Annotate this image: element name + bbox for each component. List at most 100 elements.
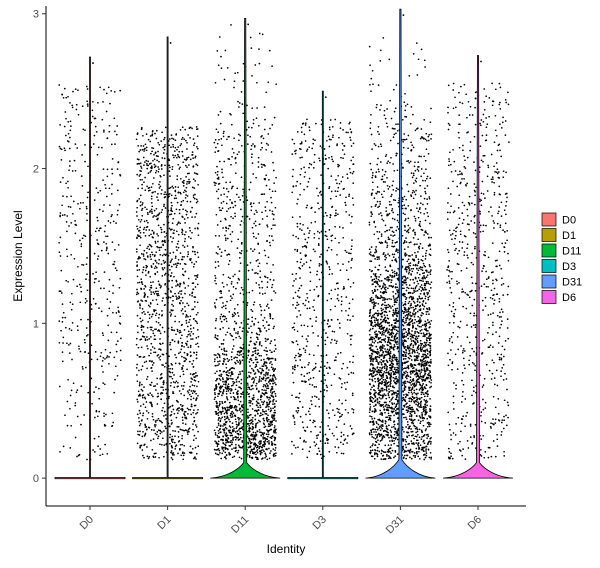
expression-point-D11: [250, 357, 252, 360]
expression-point-D1: [181, 437, 183, 440]
expression-point-D11: [227, 190, 230, 193]
expression-point-D3: [310, 221, 313, 224]
expression-point-D11: [248, 420, 251, 422]
expression-point-D11: [231, 430, 234, 433]
expression-point-D31: [374, 380, 377, 383]
expression-point-D11: [214, 440, 216, 443]
expression-point-D11: [231, 422, 234, 424]
expression-point-D11: [228, 418, 230, 421]
expression-point-D1: [137, 430, 139, 433]
expression-point-D3: [307, 410, 310, 413]
expression-point-D1: [186, 368, 188, 371]
expression-point-D11: [258, 381, 260, 383]
expression-point-D11: [273, 409, 276, 412]
expression-point-D3: [294, 291, 297, 294]
expression-point-D11: [222, 435, 224, 438]
expression-point-D3: [313, 299, 315, 302]
expression-point-D1: [158, 143, 161, 146]
expression-point-D3: [331, 432, 334, 435]
expression-point-D1: [188, 318, 191, 321]
expression-point-D3: [296, 330, 299, 333]
expression-point-D1: [189, 351, 192, 353]
expression-point-D3: [297, 198, 299, 201]
expression-point-D11: [249, 181, 252, 184]
expression-point-D31: [414, 219, 417, 222]
expression-point-D1: [146, 211, 149, 214]
expression-point-D1: [164, 126, 167, 129]
expression-point-D3: [314, 425, 317, 428]
expression-point-D0: [61, 204, 63, 207]
expression-point-D3: [348, 252, 350, 254]
expression-point-D31: [387, 188, 390, 190]
expression-point-D0: [116, 125, 119, 127]
expression-point-D1: [146, 345, 148, 347]
expression-point-D3: [315, 386, 318, 388]
expression-point-D3: [329, 308, 332, 311]
expression-point-D11: [221, 452, 224, 455]
expression-point-D1: [138, 417, 140, 419]
expression-point-D0: [103, 230, 106, 233]
expression-point-D11: [249, 402, 252, 404]
expression-point-D11: [237, 238, 240, 241]
expression-point-D31: [375, 330, 377, 333]
expression-point-D11: [216, 445, 219, 448]
expression-point-D1: [162, 380, 165, 382]
expression-point-D1: [140, 320, 142, 323]
expression-point-D11: [218, 360, 221, 362]
expression-point-D11: [230, 163, 232, 166]
expression-point-D1: [165, 388, 167, 391]
expression-point-D3: [319, 390, 322, 393]
expression-point-D11: [222, 227, 224, 229]
expression-point-D1: [149, 383, 151, 386]
expression-point-D11: [267, 307, 270, 309]
expression-point-D1: [169, 442, 171, 445]
expression-point-D1: [194, 390, 196, 393]
expression-point-D1: [139, 405, 142, 407]
expression-point-D31: [369, 162, 372, 165]
expression-point-D1: [173, 150, 176, 152]
expression-point-D1: [150, 315, 153, 318]
expression-point-D1: [156, 431, 159, 433]
expression-point-D31: [423, 395, 426, 398]
expression-point-D1: [169, 42, 172, 44]
expression-point-D11: [214, 358, 216, 360]
expression-point-D3: [326, 386, 329, 389]
expression-point-D11: [239, 199, 242, 201]
expression-point-D1: [142, 255, 145, 257]
expression-point-D1: [150, 326, 153, 329]
expression-point-D11: [223, 428, 226, 430]
expression-point-D31: [406, 371, 409, 374]
expression-point-D1: [186, 325, 189, 328]
expression-point-D3: [348, 302, 351, 305]
expression-point-D0: [69, 447, 72, 449]
expression-point-D1: [161, 342, 164, 345]
expression-point-D11: [267, 408, 270, 411]
expression-point-D3: [306, 372, 309, 375]
expression-point-D3: [314, 139, 316, 142]
expression-point-D11: [253, 213, 256, 215]
expression-point-D1: [155, 129, 158, 132]
expression-point-D11: [238, 422, 240, 425]
expression-point-D1: [139, 231, 142, 234]
expression-point-D11: [271, 190, 274, 193]
expression-point-D31: [404, 109, 407, 112]
expression-point-D0: [115, 312, 118, 314]
expression-point-D1: [183, 356, 185, 359]
expression-point-D11: [258, 284, 260, 286]
expression-point-D0: [60, 292, 63, 294]
expression-point-D1: [177, 233, 180, 236]
expression-point-D1: [182, 182, 185, 184]
expression-point-D0: [108, 124, 111, 127]
expression-point-D1: [159, 253, 162, 256]
expression-point-D31: [375, 358, 378, 361]
expression-point-D11: [260, 451, 263, 454]
expression-point-D11: [221, 353, 224, 355]
expression-point-D1: [189, 315, 192, 318]
expression-point-D1: [141, 214, 144, 217]
expression-point-D11: [235, 435, 237, 438]
expression-point-D3: [292, 168, 295, 171]
expression-point-D3: [327, 320, 329, 322]
expression-point-D0: [84, 235, 87, 238]
expression-point-D0: [87, 318, 89, 321]
expression-point-D0: [107, 324, 110, 327]
